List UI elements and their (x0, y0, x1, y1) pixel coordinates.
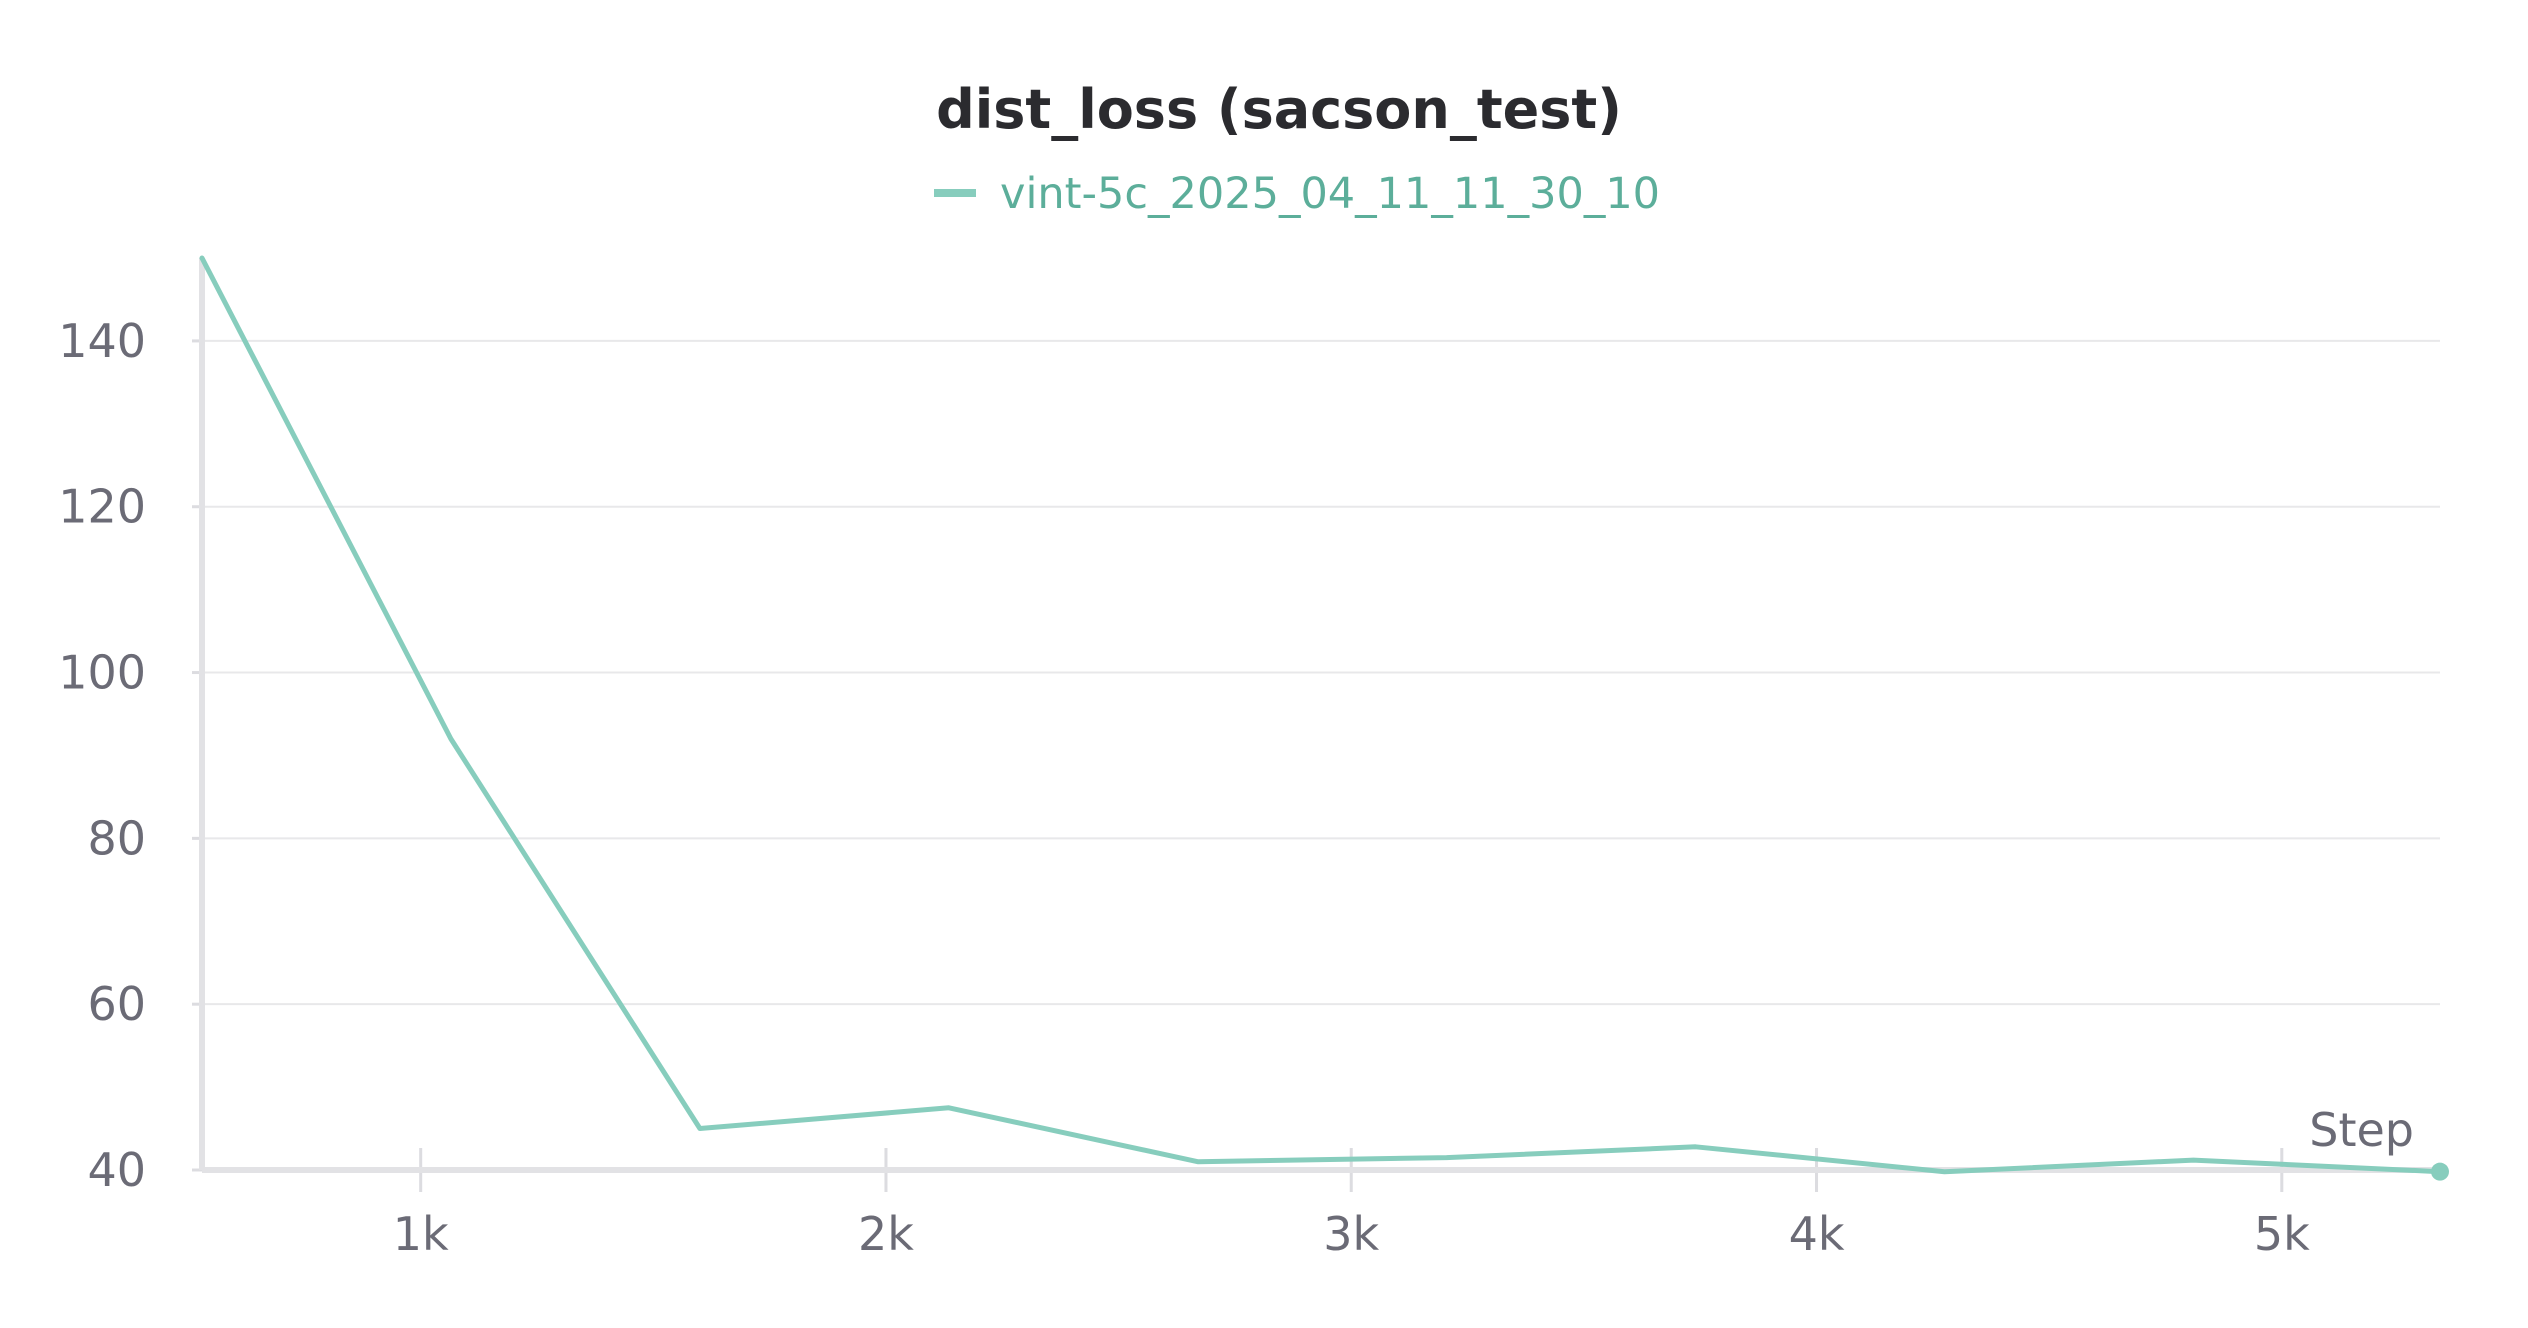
series-layer (199, 255, 2449, 1181)
chart-title: dist_loss (sacson_test) (936, 78, 1622, 141)
y-tick-label: 40 (87, 1143, 146, 1197)
x-axis-ticks: 1k 2k 3k 4k 5k (393, 1148, 2310, 1261)
x-tick-label: 5k (2254, 1207, 2310, 1261)
series-line[interactable] (199, 255, 2443, 1175)
x-tick-label: 2k (858, 1207, 914, 1261)
grid (202, 339, 2440, 1006)
y-tick-label: 60 (87, 977, 146, 1031)
legend-label: vint-5c_2025_04_11_11_30_10 (1000, 169, 1660, 219)
legend[interactable]: vint-5c_2025_04_11_11_30_10 (934, 169, 1660, 219)
y-tick-label: 120 (58, 480, 146, 534)
y-tick-label: 100 (58, 646, 146, 700)
y-axis-ticks: 40 60 80 100 120 140 (58, 314, 202, 1197)
y-tick-label: 140 (58, 314, 146, 368)
x-tick-label: 3k (1323, 1207, 1379, 1261)
series-end-point[interactable] (2431, 1162, 2449, 1181)
x-tick-label: 1k (393, 1207, 449, 1261)
y-tick-label: 80 (87, 811, 146, 865)
x-axis-label: Step (2309, 1103, 2414, 1157)
x-tick-label: 4k (1789, 1207, 1845, 1261)
